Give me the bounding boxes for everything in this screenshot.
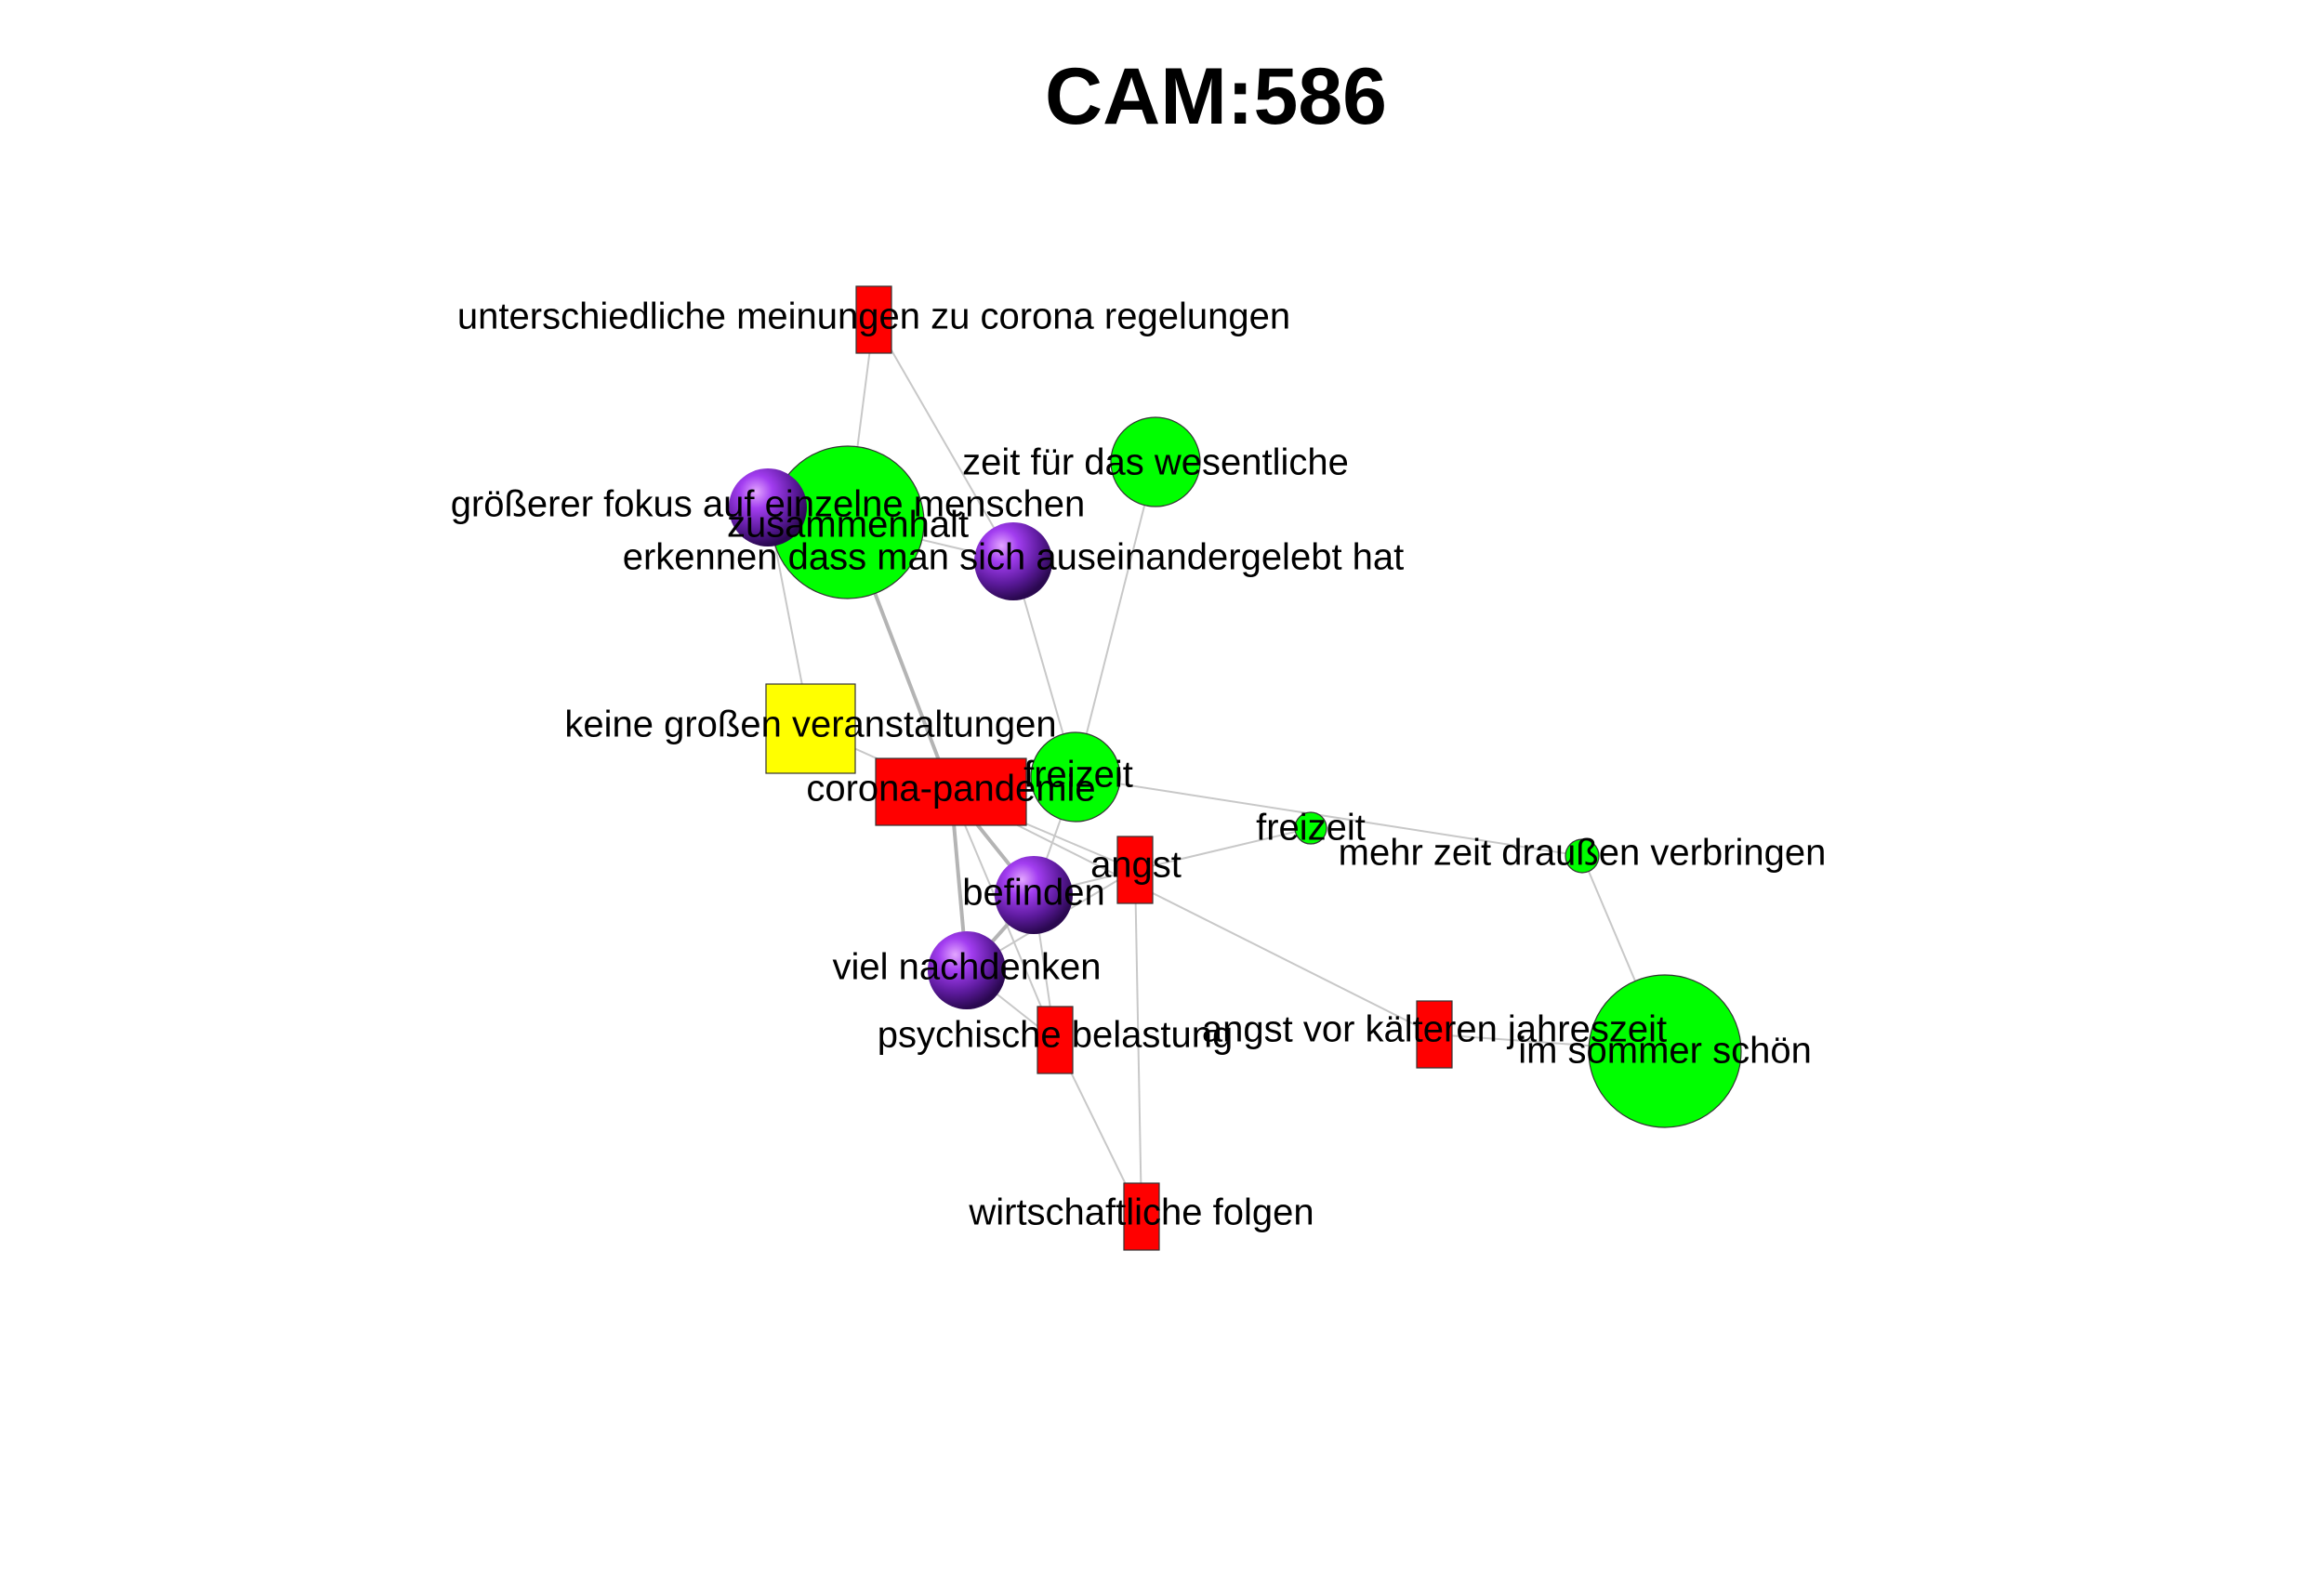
label-corona: corona-pandemie (806, 769, 1095, 810)
label-wirtschaft: wirtschaftliche folgen (968, 1192, 1314, 1233)
node-freizeit-1 (1030, 731, 1121, 823)
label-befinden: befinden (962, 873, 1104, 914)
edge-corona-kaeltere (950, 791, 1435, 1035)
label-unterschiedliche: unterschiedliche meinungen zu corona reg… (457, 296, 1290, 337)
edge-unterschiedliche-erkennen (873, 319, 1014, 562)
node-fokus (729, 468, 807, 546)
label-psychische: psychische belastung (878, 1015, 1233, 1056)
label-fokus: größerer fokus auf einzelne menschen (451, 484, 1086, 525)
node-zeit-wesentliche (1110, 416, 1201, 507)
nodes-layer (729, 285, 1742, 1251)
label-angst: angst (1090, 845, 1182, 886)
label-freizeit-2: freizeit (1256, 808, 1366, 849)
label-kaeltere: angst vor kälteren jahreszeit (1202, 1009, 1667, 1050)
edge-zeit_wesentliche-freizeit_1 (1075, 461, 1156, 778)
label-freizeit-1: freizeit (1023, 755, 1133, 796)
node-wirtschaft (1123, 1182, 1160, 1251)
node-unterschiedliche (855, 285, 892, 354)
label-draussen: mehr zeit draußen verbringen (1339, 833, 1827, 874)
labels-layer: unterschiedliche meinungen zu corona reg… (451, 296, 1827, 1233)
label-keine-veranstaltungen: keine großen veranstaltungen (564, 704, 1056, 745)
node-draussen (1565, 838, 1600, 874)
node-nachdenken (928, 931, 1006, 1009)
node-sommer (1588, 974, 1742, 1128)
edge-freizeit_2-angst (1134, 827, 1312, 871)
label-sommer: im sommer schön (1518, 1031, 1812, 1072)
diagram-title: CAM:586 (1045, 52, 1387, 141)
edge-freizeit_1-draussen (1075, 776, 1583, 857)
node-angst (1116, 836, 1154, 904)
node-freizeit-2 (1294, 811, 1327, 845)
label-zeit-wesentliche: zeit für das wesentliche (962, 442, 1349, 483)
label-erkennen: erkennen dass man sich auseinandergelebt… (623, 537, 1405, 578)
node-psychische (1037, 1006, 1074, 1074)
node-keine-veranstaltungen (765, 683, 856, 774)
label-nachdenken: viel nachdenken (832, 947, 1101, 988)
edge-angst-wirtschaft (1134, 869, 1142, 1218)
node-befinden (995, 856, 1073, 934)
node-erkennen (974, 522, 1052, 600)
node-corona (875, 757, 1027, 826)
label-zusammenhalt: zusammenhalt (727, 505, 969, 546)
node-kaeltere (1416, 1000, 1453, 1069)
